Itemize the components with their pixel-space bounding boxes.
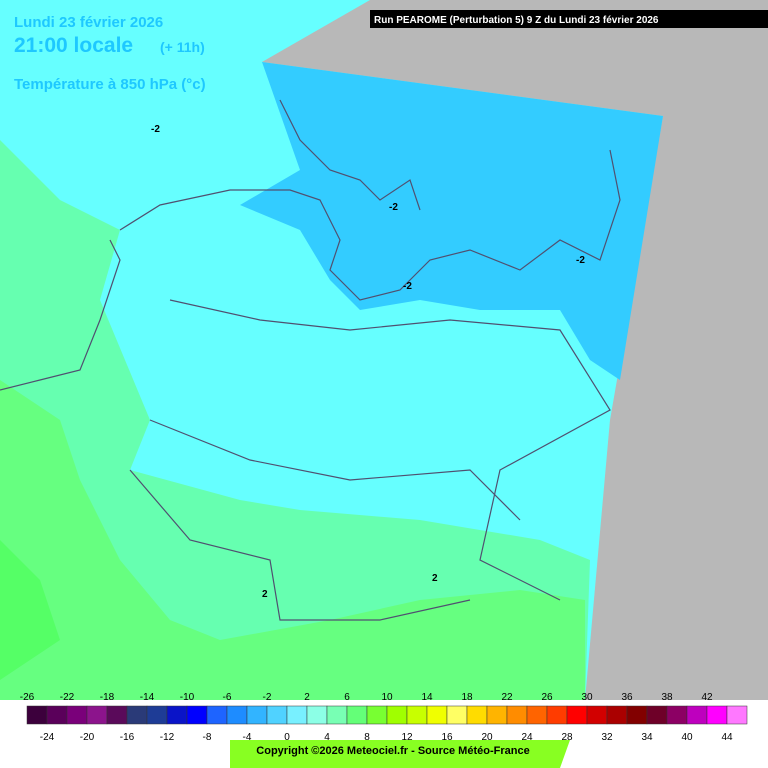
legend-swatch [66,705,88,725]
legend-label: 8 [364,732,370,743]
time: 21:00 locale [14,34,133,57]
legend-swatch [426,705,448,725]
legend-label: 42 [701,692,713,703]
legend-swatch [46,705,68,725]
legend-label: 18 [461,692,473,703]
legend-label: 34 [641,732,653,743]
legend-swatch [186,705,208,725]
legend-label: 26 [541,692,553,703]
legend-label: 10 [381,692,393,703]
field-green-light [0,140,590,700]
field-green-warm [0,540,60,680]
legend-label: -24 [40,732,55,743]
legend-swatch [286,705,308,725]
legend-swatch [246,705,268,725]
legend-swatch [546,705,568,725]
legend-label: -14 [140,692,155,703]
legend-label: 22 [501,692,513,703]
field-name: Température à 850 hPa (°c) [14,76,206,93]
legend-swatch [106,705,128,725]
field-bottom [230,740,570,768]
legend-swatch [326,705,348,725]
legend-label: 24 [521,732,533,743]
legend-label: 12 [401,732,413,743]
lead-time: (+ 11h) [160,39,205,55]
legend-label: 40 [681,732,693,743]
legend-swatch [586,705,608,725]
contour-label: -2 [403,281,412,292]
legend-label: 32 [601,732,613,743]
legend-label: 16 [441,732,453,743]
legend-swatch [686,705,708,725]
legend-swatch [86,705,108,725]
run-banner [370,10,768,28]
legend-swatch [566,705,588,725]
legend-label: -20 [80,732,95,743]
legend-swatch [346,705,368,725]
legend-label: -26 [20,692,35,703]
legend-label: 0 [284,732,290,743]
legend-label: 14 [421,692,433,703]
legend-label: -8 [203,732,212,743]
legend-swatch [266,705,288,725]
contour-label: 2 [262,589,268,600]
contour-label: -2 [576,255,585,266]
date: Lundi 23 février 2026 [14,14,163,31]
contour-label: -2 [389,202,398,213]
legend-swatch [166,705,188,725]
legend-swatch [706,705,728,725]
legend-swatch [146,705,168,725]
legend-swatch [306,705,328,725]
legend-label: -16 [120,732,135,743]
legend-swatch [366,705,388,725]
legend-label: 36 [621,692,633,703]
legend-label: -6 [223,692,232,703]
coastlines [0,99,621,621]
legend-swatch [446,705,468,725]
contour-label: -2 [151,124,160,135]
run-title: Run PEAROME (Perturbation 5) 9 Z du Lund… [374,15,659,26]
legend-swatch [506,705,528,725]
legend-label: -18 [100,692,115,703]
legend-swatch [466,705,488,725]
legend-label: 4 [324,732,330,743]
legend-swatch [386,705,408,725]
legend-swatch [406,705,428,725]
legend-label: 20 [481,732,493,743]
legend-swatch [206,705,228,725]
legend-label: 2 [304,692,310,703]
legend-swatch [26,705,48,725]
legend-swatch [626,705,648,725]
legend-swatch [526,705,548,725]
legend-label: 38 [661,692,673,703]
field-green [0,380,585,700]
contour-label: 2 [432,573,438,584]
legend-label: -4 [243,732,252,743]
legend-label: -10 [180,692,195,703]
legend-label: 6 [344,692,350,703]
legend-label: -22 [60,692,75,703]
legend-label: 28 [561,732,573,743]
legend-swatch [606,705,628,725]
legend-swatch [486,705,508,725]
copyright: Copyright ©2026 Meteociel.fr - Source Mé… [256,745,529,757]
legend-swatch [666,705,688,725]
legend-label: 30 [581,692,593,703]
legend-swatch [726,705,748,725]
legend-label: -12 [160,732,175,743]
legend-label: -2 [263,692,272,703]
legend-swatch [126,705,148,725]
field-blue [240,62,663,380]
legend-swatch [226,705,248,725]
legend-label: 44 [721,732,733,743]
legend-swatch [646,705,668,725]
